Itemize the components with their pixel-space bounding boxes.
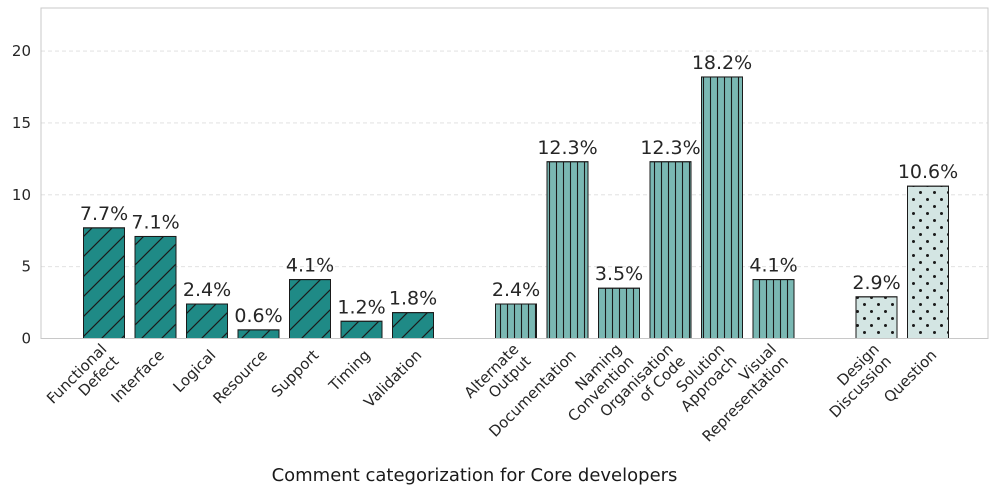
plot-frame <box>40 7 989 339</box>
data-label-logical: 2.4% <box>183 279 231 301</box>
y-tick-label: 15 <box>12 114 31 132</box>
x-tick-label-timing: Timing <box>325 346 374 395</box>
x-tick-label-design-discussion: DesignDiscussion <box>814 340 895 421</box>
y-tick-label: 20 <box>12 42 31 60</box>
x-axis-title: Comment categorization for Core develope… <box>272 465 678 486</box>
x-tick-label-functional-defect: FunctionalDefect <box>43 340 122 419</box>
bar-hatch-visual-representation <box>752 279 795 339</box>
data-label-organisation-of-code: 12.3% <box>640 137 700 159</box>
y-tick-label: 0 <box>21 330 31 348</box>
bar-hatch-design-discussion <box>855 296 898 339</box>
x-tick-label-logical: Logical <box>169 346 219 396</box>
y-tick-label: 5 <box>21 258 31 276</box>
bar-hatch-naming-convention <box>598 287 640 339</box>
data-label-alternate-output: 2.4% <box>492 279 540 301</box>
data-label-functional-defect: 7.7% <box>80 203 128 225</box>
x-tick-label-resource: Resource <box>209 346 270 407</box>
data-label-support: 4.1% <box>286 255 334 277</box>
data-label-documentation: 12.3% <box>537 137 597 159</box>
bar-hatch-support <box>289 279 331 339</box>
bar-hatch-alternate-output <box>495 303 537 339</box>
gridlines <box>41 50 988 268</box>
x-tick-label-question: Question <box>880 346 940 406</box>
data-label-design-discussion: 2.9% <box>852 272 900 294</box>
bar-hatch-resource <box>237 329 280 340</box>
data-label-naming-convention: 3.5% <box>595 263 643 285</box>
data-label-solution-approach: 18.2% <box>692 52 752 74</box>
bar-hatch-solution-approach <box>701 76 743 340</box>
data-label-resource: 0.6% <box>234 305 282 327</box>
bar-hatch-functional-defect <box>83 227 125 340</box>
data-label-question: 10.6% <box>898 161 958 183</box>
bar-hatch-timing <box>340 320 383 340</box>
bar-hatch-interface <box>134 235 177 339</box>
y-tick-label: 10 <box>12 186 31 204</box>
x-tick-label-interface: Interface <box>108 346 168 406</box>
data-labels: 7.7% 7.1%2.4%0.6%4.1%1.2% 1.8% 2.4%12.3%3.5… <box>80 52 958 327</box>
bar-hatch-logical <box>186 303 228 339</box>
data-label-visual-representation: 4.1% <box>749 255 797 277</box>
bar-hatch-documentation <box>546 161 589 339</box>
data-label-timing: 1.2% <box>337 296 385 318</box>
bar-hatch-organisation-of-code <box>649 161 692 339</box>
y-axis-ticks: 0 5 10 15 20 <box>12 42 31 347</box>
x-tick-label-support: Support <box>268 346 323 401</box>
data-label-validation: 1.8% <box>389 288 437 310</box>
bar-hatch-question <box>907 185 949 339</box>
data-label-interface: 7.1% <box>131 211 179 233</box>
bar-hatch-validation <box>392 312 434 340</box>
